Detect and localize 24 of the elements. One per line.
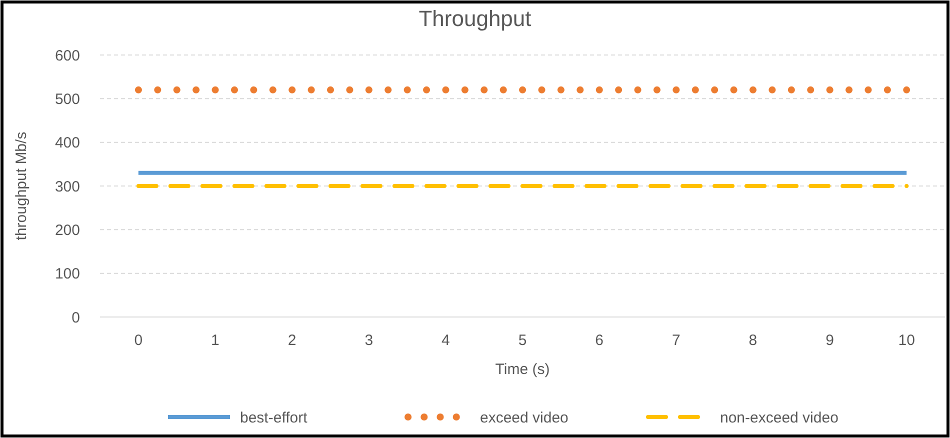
y-tick-label: 400 (54, 134, 80, 152)
x-tick-label: 1 (211, 332, 220, 349)
legend-label: non-exceed video (720, 409, 838, 426)
x-tick-label: 4 (442, 332, 450, 349)
y-tick-label: 200 (54, 222, 80, 239)
x-tick-label: 0 (134, 332, 143, 349)
x-tick-label: 8 (748, 332, 758, 349)
chart-title: Throughput (418, 6, 532, 31)
y-axis-title: throughput Mb/s (13, 132, 30, 240)
x-tick-label: 6 (595, 332, 604, 349)
x-tick-label: 10 (898, 332, 915, 349)
y-tick-label: 600 (54, 47, 80, 64)
x-tick-label: 5 (518, 332, 527, 349)
y-tick-label: 500 (54, 90, 80, 108)
y-tick-label: 0 (72, 309, 80, 326)
y-tick-label: 100 (54, 266, 80, 283)
x-tick-label: 9 (826, 332, 834, 349)
y-tick-label: 300 (54, 178, 80, 196)
x-axis-title: Time (s) (495, 361, 550, 378)
x-tick-label: 3 (364, 332, 374, 349)
x-tick-label: 7 (672, 332, 680, 349)
legend-label: exceed video (480, 409, 568, 426)
x-tick-label: 2 (288, 332, 296, 349)
legend-label: best-effort (240, 409, 308, 426)
